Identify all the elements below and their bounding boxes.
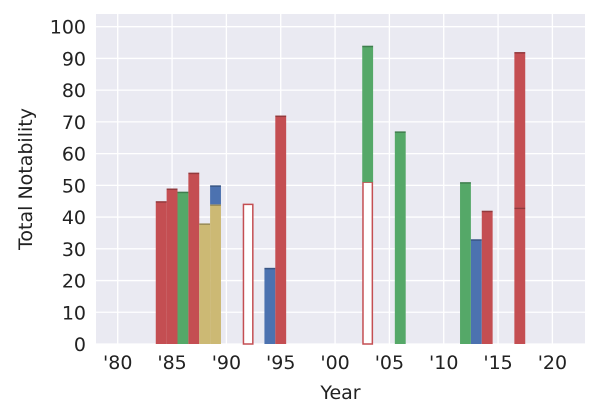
bars xyxy=(155,45,526,345)
x-tick-label: '05 xyxy=(375,352,404,374)
bar xyxy=(470,239,482,344)
y-tick-label: 100 xyxy=(50,17,86,39)
bar xyxy=(264,267,276,344)
y-tick-label: 30 xyxy=(62,239,86,261)
y-tick-label: 80 xyxy=(62,80,86,102)
bar xyxy=(514,207,526,344)
x-tick-label: '85 xyxy=(157,352,186,374)
x-tick-label: '00 xyxy=(320,352,349,374)
y-tick-label: 0 xyxy=(74,334,86,356)
y-tick-label: 90 xyxy=(62,48,86,70)
bar-hollow xyxy=(362,181,374,345)
y-tick-label: 10 xyxy=(62,302,86,324)
y-tick-label: 50 xyxy=(62,175,86,197)
y-axis-label: Total Notability xyxy=(15,108,37,251)
y-tick-labels: 0 10 20 30 40 50 60 70 80 90 100 xyxy=(50,17,86,356)
x-tick-label: '20 xyxy=(538,352,567,374)
bar xyxy=(210,204,221,344)
x-tick-label: '80 xyxy=(103,352,132,374)
y-tick-label: 60 xyxy=(62,144,86,166)
x-tick-label: '90 xyxy=(212,352,241,374)
y-tick-label: 70 xyxy=(62,112,86,134)
bar xyxy=(460,182,471,344)
bar xyxy=(481,210,493,344)
bar xyxy=(394,131,406,344)
bar xyxy=(155,201,167,344)
bar xyxy=(275,115,287,345)
x-tick-label: '15 xyxy=(483,352,512,374)
bar xyxy=(177,191,189,344)
bar xyxy=(166,188,178,344)
x-axis-label: Year xyxy=(319,382,360,404)
bar-hollow xyxy=(242,203,254,345)
bar xyxy=(188,172,200,344)
bar xyxy=(199,223,211,344)
bar xyxy=(514,52,526,208)
x-tick-label: '95 xyxy=(266,352,295,374)
bar xyxy=(362,45,374,183)
y-tick-label: 20 xyxy=(62,271,86,293)
y-tick-label: 40 xyxy=(62,207,86,229)
x-tick-labels: '80 '85 '90 '95 '00 '05 '10 '15 '20 xyxy=(103,352,567,374)
bar xyxy=(210,185,221,205)
x-tick-label: '10 xyxy=(429,352,458,374)
